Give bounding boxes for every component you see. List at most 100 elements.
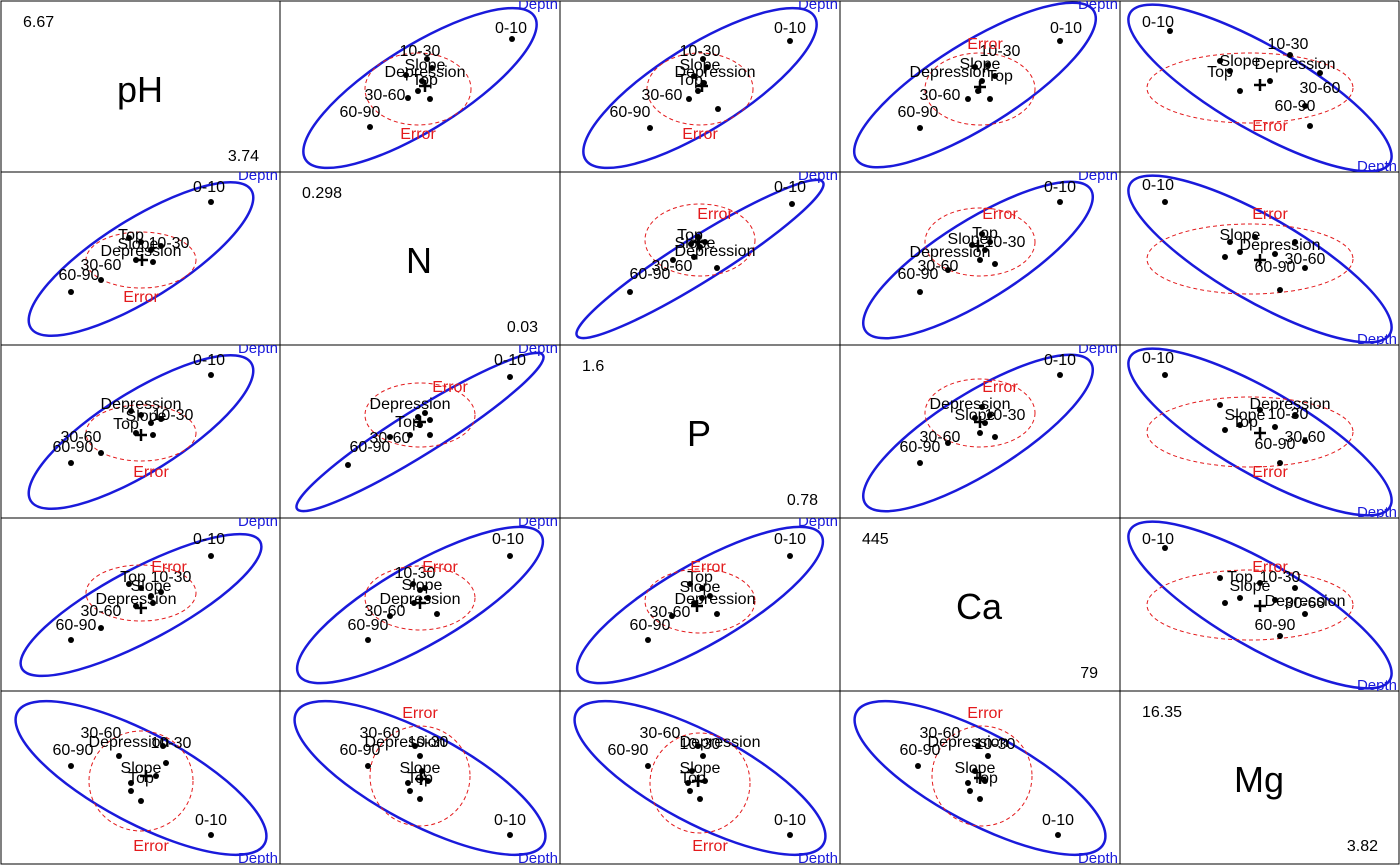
data-point: [1237, 249, 1243, 255]
diagonal-panel-p: 1.6 P 0.78: [582, 358, 818, 509]
point-label: 0-10: [1142, 177, 1174, 194]
data-point: [387, 434, 393, 440]
hypothesis-ellipse: [27, 180, 255, 338]
data-point: [1267, 78, 1273, 84]
data-point: [1162, 545, 1168, 551]
data-point: [128, 780, 134, 786]
point-label: Slope: [955, 407, 996, 424]
error-effect-label: Error: [133, 464, 169, 481]
variable-name-label: Ca: [956, 586, 1003, 627]
data-point: [1222, 600, 1228, 606]
error-ellipse: [85, 404, 197, 462]
data-point: [427, 432, 433, 438]
error-effect-label: Error: [151, 559, 187, 576]
error-ellipse: [369, 725, 471, 827]
point-label: 30-60: [1285, 429, 1326, 446]
data-point: [1217, 58, 1223, 64]
point-label: 60-90: [630, 617, 671, 634]
point-label: Depression: [1240, 237, 1321, 254]
centroid-marker: [140, 770, 152, 782]
point-label: 10-30: [680, 736, 721, 753]
data-point: [365, 763, 371, 769]
point-label: 0-10: [774, 812, 806, 829]
point-label: Top: [128, 770, 154, 787]
data-point: [992, 73, 998, 79]
point-label: 0-10: [774, 531, 806, 548]
point-label: 60-90: [53, 439, 94, 456]
data-point: [1272, 597, 1278, 603]
data-point: [702, 239, 708, 245]
data-point: [208, 553, 214, 559]
point-label: 10-30: [1268, 406, 1309, 423]
data-point: [138, 412, 144, 418]
data-point: [158, 243, 164, 249]
point-label: 60-90: [900, 742, 941, 759]
data-point: [689, 768, 695, 774]
hypothesis-ellipse: [582, 6, 818, 170]
depth-effect-label: Depth: [1078, 0, 1118, 13]
centroid-marker: [974, 772, 986, 784]
error-ellipse: [924, 378, 1036, 448]
data-point: [367, 124, 373, 130]
data-point: [1162, 372, 1168, 378]
point-label: Slope: [675, 235, 716, 252]
error-ellipse: [924, 207, 1036, 277]
error-effect-label: Error: [982, 379, 1018, 396]
data-point: [987, 239, 993, 245]
data-point: [945, 267, 951, 273]
hypothesis-ellipse: [575, 178, 825, 340]
point-label: 10-30: [151, 735, 192, 752]
point-label: 10-30: [153, 407, 194, 424]
point-label: 0-10: [1044, 352, 1076, 369]
data-point: [700, 753, 706, 759]
data-point: [1057, 38, 1063, 44]
data-point: [160, 743, 166, 749]
point-label: 10-30: [1268, 36, 1309, 53]
point-label: Depression: [89, 734, 170, 751]
data-point: [1252, 234, 1258, 240]
centroid-marker: [691, 600, 703, 612]
data-point: [985, 753, 991, 759]
point-label: Top: [1227, 569, 1253, 586]
data-point: [985, 62, 991, 68]
data-point: [977, 430, 983, 436]
point-label: 30-60: [365, 87, 406, 104]
point-label: Top: [972, 225, 998, 242]
point-label: Slope: [680, 57, 721, 74]
data-point: [98, 277, 104, 283]
data-point: [1057, 199, 1063, 205]
hypothesis-ellipse: [302, 6, 538, 170]
error-effect-label: Error: [1252, 118, 1288, 135]
point-label: 60-90: [1255, 259, 1296, 276]
hypothesis-ellipse: [1127, 520, 1393, 690]
centroid-marker: [696, 80, 708, 92]
error-effect-label: Error: [967, 36, 1003, 53]
point-label: Top: [395, 414, 421, 431]
point-label: Slope: [680, 760, 721, 777]
point-label: 30-60: [652, 258, 693, 275]
point-label: Depression: [910, 64, 991, 81]
point-label: 0-10: [774, 179, 806, 196]
data-point: [967, 788, 973, 794]
point-label: 0-10: [193, 179, 225, 196]
depth-effect-label: Depth: [1357, 677, 1397, 694]
data-point: [158, 416, 164, 422]
point-label: 60-90: [56, 617, 97, 634]
error-ellipse: [1146, 223, 1354, 295]
centroid-marker: [1254, 427, 1266, 439]
data-point: [405, 95, 411, 101]
hypothesis-ellipse: [861, 180, 1095, 340]
data-point: [417, 796, 423, 802]
point-label: Depression: [675, 591, 756, 608]
data-point: [128, 408, 134, 414]
data-point: [789, 201, 795, 207]
data-point: [1057, 372, 1063, 378]
